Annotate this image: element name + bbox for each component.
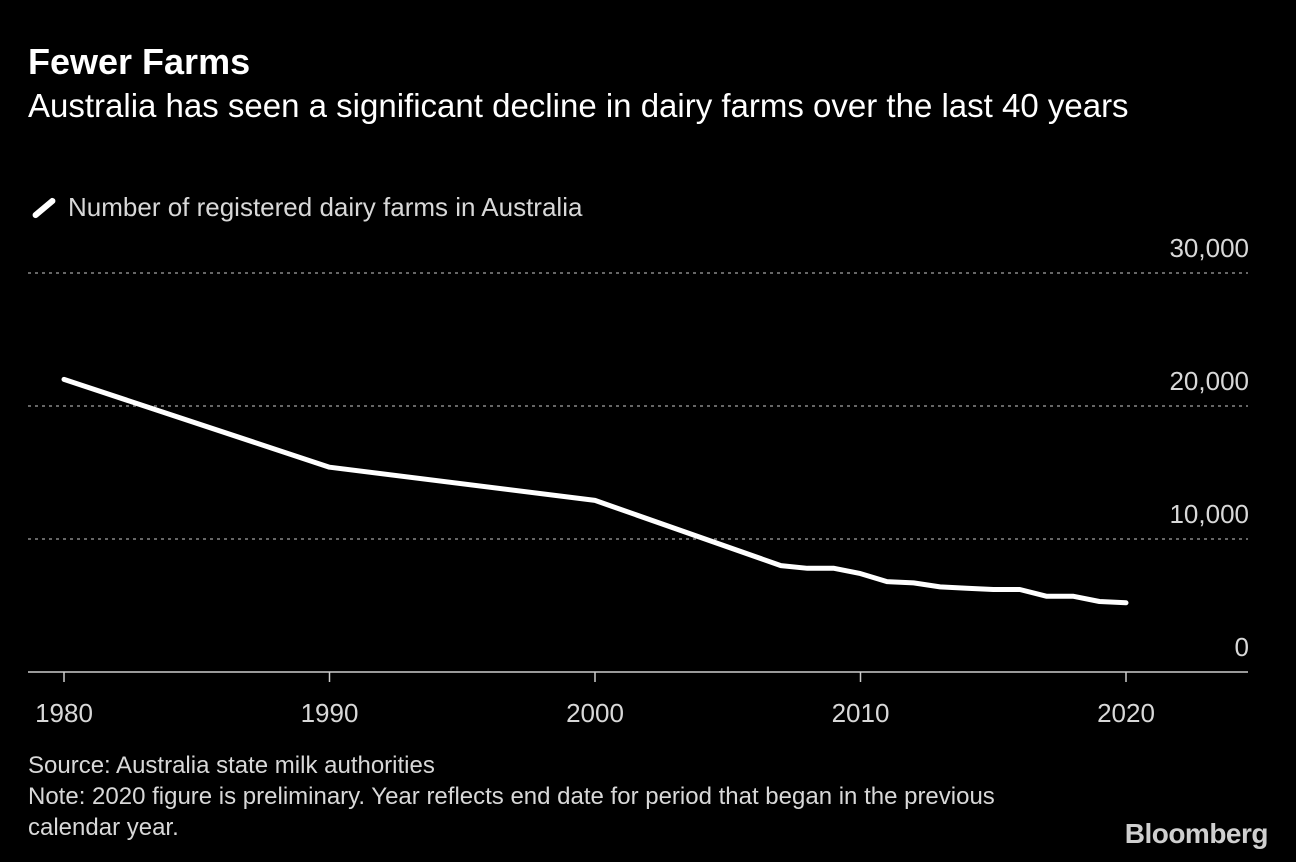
note-text: Note: 2020 figure is preliminary. Year r… bbox=[28, 783, 995, 841]
source-note: Source: Australia state milk authorities… bbox=[28, 750, 1088, 843]
y-tick-label: 20,000 bbox=[1169, 366, 1249, 396]
y-tick-label: 30,000 bbox=[1169, 233, 1249, 263]
x-tick-label: 2000 bbox=[566, 698, 624, 728]
legend: Number of registered dairy farms in Aust… bbox=[30, 192, 582, 223]
chart-title: Fewer Farms bbox=[28, 41, 251, 82]
x-tick-label: 2010 bbox=[832, 698, 890, 728]
series-line bbox=[61, 376, 1129, 606]
x-tick-label: 1980 bbox=[35, 698, 93, 728]
y-tick-label: 10,000 bbox=[1169, 499, 1249, 529]
x-tick-label: 1990 bbox=[301, 698, 359, 728]
legend-label: Number of registered dairy farms in Aust… bbox=[68, 192, 583, 222]
source-text: Source: Australia state milk authorities bbox=[28, 752, 435, 779]
x-tick-label: 2020 bbox=[1097, 698, 1155, 728]
y-tick-label: 0 bbox=[1235, 632, 1249, 662]
chart-subtitle: Australia has seen a significant decline… bbox=[28, 87, 1129, 124]
bloomberg-logo: Bloomberg bbox=[1124, 818, 1269, 849]
